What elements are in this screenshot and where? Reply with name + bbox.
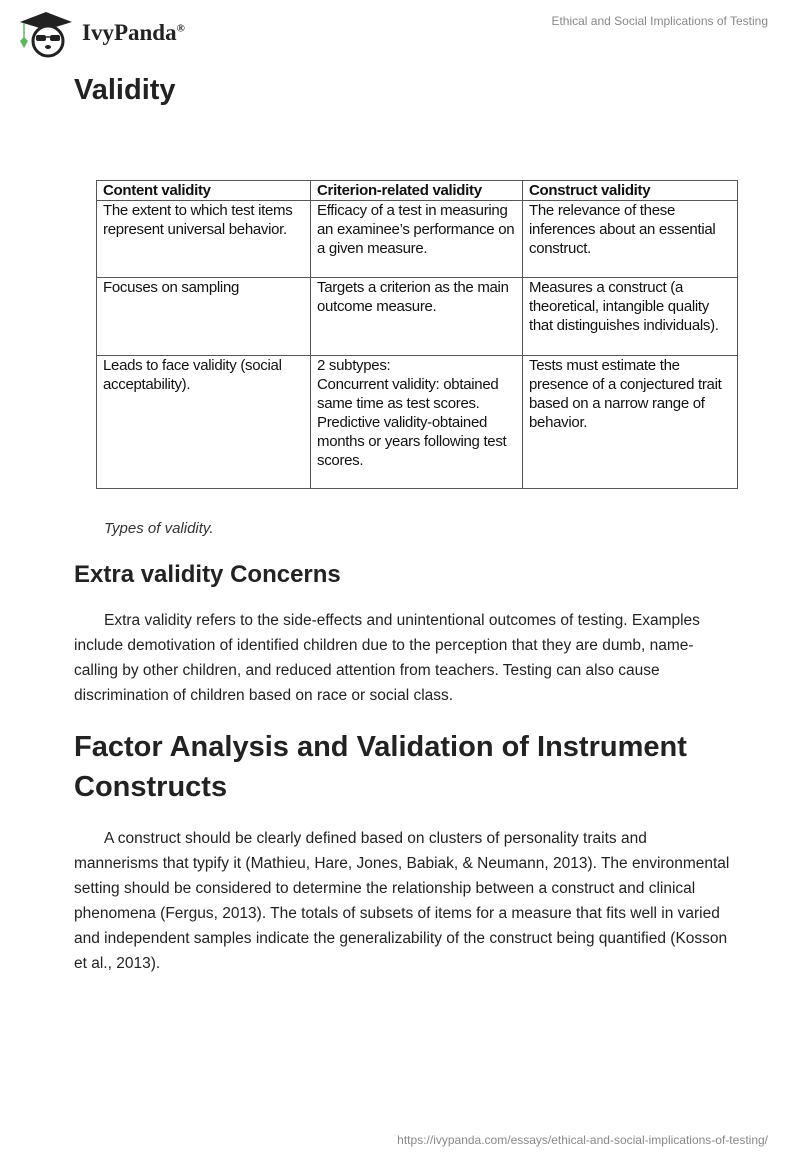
table-header-row: Content validity Criterion-related valid…	[96, 180, 738, 201]
extra-validity-paragraph: Extra validity refers to the side-effect…	[74, 612, 700, 704]
table-header: Criterion-related validity	[310, 180, 523, 201]
source-url-link[interactable]: https://ivypanda.com/essays/ethical-and-…	[397, 1133, 768, 1147]
validity-heading: Validity	[74, 74, 176, 106]
factor-analysis-heading: Factor Analysis and Validation of Instru…	[74, 731, 687, 803]
table-header: Construct validity	[522, 180, 738, 201]
table-row: Leads to face validity (social acceptabi…	[96, 355, 738, 489]
table-cell: Leads to face validity (social acceptabi…	[96, 355, 311, 489]
table-row: Focuses on sampling Targets a criterion …	[96, 277, 738, 356]
ivypanda-logo[interactable]: IvyPanda®	[16, 8, 185, 58]
panda-graduate-icon	[20, 12, 72, 58]
factor-analysis-paragraph: A construct should be clearly defined ba…	[74, 830, 730, 972]
table-cell: 2 subtypes: Concurrent validity: obtaine…	[310, 355, 523, 489]
logo-text: IvyPanda®	[82, 20, 185, 45]
table-cell: Targets a criterion as the main outcome …	[310, 277, 523, 356]
document-title: Ethical and Social Implications of Testi…	[551, 14, 768, 28]
table-caption: Types of validity.	[104, 520, 214, 537]
table-cell: The extent to which test items represent…	[96, 200, 311, 278]
table-cell: Efficacy of a test in measuring an exami…	[310, 200, 523, 278]
table-header: Content validity	[96, 180, 311, 201]
extra-validity-heading: Extra validity Concerns	[74, 561, 341, 588]
table-cell: Focuses on sampling	[96, 277, 311, 356]
table-cell: Measures a construct (a theoretical, int…	[522, 277, 738, 356]
table-row: The extent to which test items represent…	[96, 200, 738, 278]
table-cell: The relevance of these inferences about …	[522, 200, 738, 278]
validity-types-table: Content validity Criterion-related valid…	[96, 180, 738, 489]
table-cell: Tests must estimate the presence of a co…	[522, 355, 738, 489]
